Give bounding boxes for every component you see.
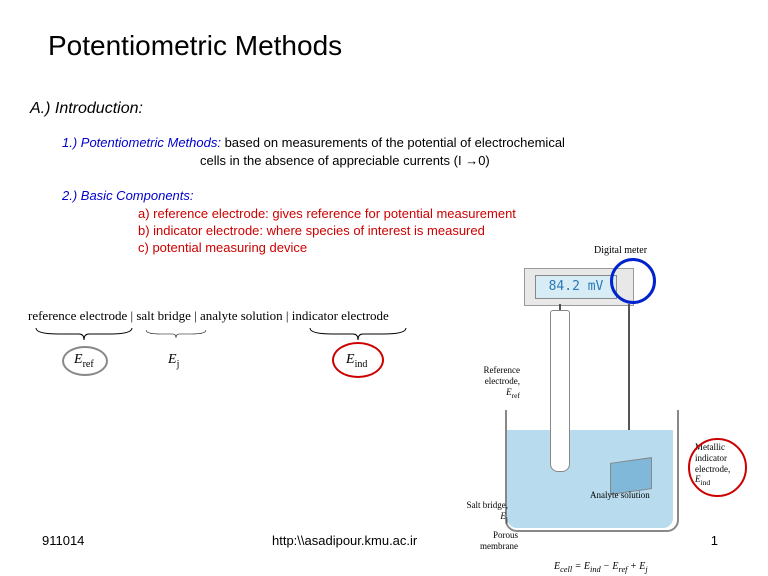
- page-title: Potentiometric Methods: [48, 30, 342, 62]
- digital-meter-label: Digital meter: [594, 245, 647, 256]
- footer-page: 1: [711, 533, 718, 548]
- item-1-text: based on measurements of the potential o…: [221, 135, 565, 150]
- brace-j: [145, 326, 207, 342]
- item-2: 2.) Basic Components:: [62, 188, 194, 203]
- e-ind-circle: [332, 342, 384, 378]
- sub-b: b) indicator electrode: where species of…: [138, 223, 485, 238]
- e-j-label: Ej: [168, 352, 179, 370]
- item-1-line2: cells in the absence of appreciable curr…: [200, 153, 490, 168]
- porous-label: Porousmembrane: [468, 530, 518, 552]
- e-ref-circle: [62, 346, 108, 376]
- beaker-body: [505, 410, 679, 532]
- ecell-equation: Ecell = Eind − Eref + Ej: [554, 561, 648, 574]
- brace-ref: [28, 326, 140, 342]
- item-1: 1.) Potentiometric Methods: based on mea…: [62, 135, 728, 150]
- ref-electrode-label: Referenceelectrode,Eref: [460, 365, 520, 399]
- analyte-label: Analyte solution: [590, 490, 650, 500]
- meter-highlight-circle: [610, 258, 656, 304]
- reference-electrode: [550, 310, 570, 472]
- cell-notation: reference electrode | salt bridge | anal…: [28, 308, 389, 324]
- footer-url: http:\\asadipour.kmu.ac.ir: [272, 533, 417, 548]
- brace-ind: [302, 326, 414, 342]
- beaker: [490, 400, 690, 530]
- sub-c: c) potential measuring device: [138, 240, 307, 255]
- salt-bridge-label: Salt bridge,Ej: [448, 500, 508, 524]
- footer-date: 911014: [42, 533, 84, 548]
- ind-highlight-circle: [688, 438, 747, 497]
- meter-display: 84.2 mV: [535, 275, 617, 299]
- item-1-label: 1.) Potentiometric Methods:: [62, 135, 221, 150]
- sub-a: a) reference electrode: gives reference …: [138, 206, 516, 221]
- section-heading: A.) Introduction:: [30, 100, 143, 118]
